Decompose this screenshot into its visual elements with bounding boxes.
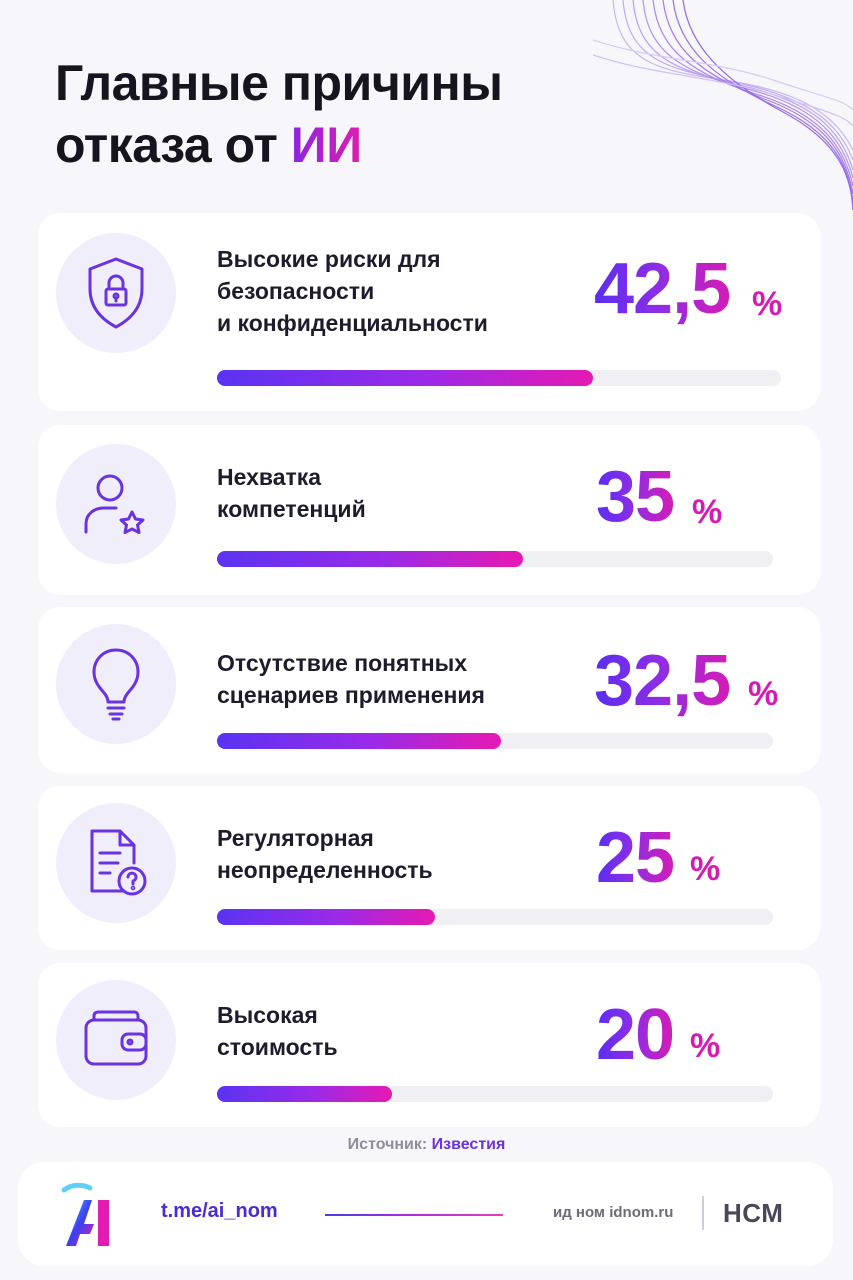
title-accent: ИИ [290, 117, 362, 173]
reason-label-line: безопасности [217, 278, 375, 304]
reason-label: Регуляторная неопределенность [217, 822, 433, 886]
reason-label: Высокие риски для безопасности и конфиде… [217, 243, 488, 339]
progress-track [217, 909, 773, 925]
progress-fill [217, 733, 501, 749]
reason-label: Нехватка компетенций [217, 461, 366, 525]
footer-divider-line [325, 1214, 503, 1216]
reason-label-line: Отсутствие понятных [217, 650, 468, 676]
icon-circle [56, 980, 176, 1100]
reason-value: 20 [596, 995, 675, 1075]
icon-circle [56, 624, 176, 744]
source-name: Известия [431, 1136, 506, 1153]
title-line-2: отказа от [55, 117, 291, 173]
reason-label-line: и конфиденциальности [217, 310, 488, 336]
decorative-waves [593, 0, 853, 210]
progress-fill [217, 551, 523, 567]
reason-card-scenarios: Отсутствие понятных сценариев применения… [38, 607, 820, 773]
percent-sign: % [692, 493, 723, 531]
reason-value: 32,5 [594, 641, 731, 721]
reason-card-regulation: Регуляторная неопределенность 25 % [38, 786, 820, 950]
footer-bar: t.me/ai_nom ид ном idnom.ru НСМ [18, 1162, 833, 1266]
reason-label-line: Нехватка [217, 464, 322, 490]
vertical-divider [702, 1196, 704, 1230]
page-title: Главные причины отказа от ИИ [55, 52, 503, 176]
source-prefix: Источник: [347, 1136, 428, 1153]
channel-link[interactable]: t.me/ai_nom [161, 1200, 278, 1222]
progress-fill [217, 909, 436, 925]
source-line: Источник: Известия [0, 1136, 853, 1154]
progress-track [217, 551, 773, 567]
wallet-icon [84, 1010, 148, 1066]
reason-label-line: Регуляторная [217, 825, 374, 851]
progress-fill [217, 370, 594, 386]
lightbulb-icon [92, 648, 140, 721]
user-star-icon [84, 474, 145, 534]
reason-label-line: компетенций [217, 496, 366, 522]
reason-label-line: Высокие риски для [217, 246, 441, 272]
progress-track [217, 370, 781, 386]
percent-sign: % [752, 285, 783, 323]
brand-logo: НСМ [723, 1198, 784, 1228]
reason-value: 25 [596, 818, 675, 898]
reason-value: 42,5 [594, 249, 731, 329]
shield-lock-icon [88, 257, 144, 329]
reason-value: 35 [596, 457, 675, 537]
reason-label-line: неопределенность [217, 857, 433, 883]
reason-card-cost: Высокая стоимость 20 % [38, 963, 820, 1127]
reason-label: Высокая стоимость [217, 999, 338, 1063]
document-question-icon [90, 829, 147, 896]
percent-sign: % [748, 675, 779, 713]
title-line-1: Главные причины [55, 55, 503, 111]
reason-label: Отсутствие понятных сценариев применения [217, 647, 485, 711]
progress-track [217, 733, 773, 749]
progress-fill [217, 1086, 392, 1102]
reason-card-competencies: Нехватка компетенций 35 % [38, 425, 820, 595]
percent-sign: % [690, 850, 721, 888]
icon-circle [56, 233, 176, 353]
icon-circle [56, 803, 176, 923]
ai-logo-icon [61, 1182, 109, 1246]
reason-label-line: сценариев применения [217, 682, 485, 708]
reason-label-line: Высокая [217, 1002, 318, 1028]
reason-card-security: Высокие риски для безопасности и конфиде… [38, 213, 820, 411]
reason-label-line: стоимость [217, 1034, 338, 1060]
partner-label: ид ном idnom.ru [553, 1204, 674, 1221]
icon-circle [56, 444, 176, 564]
percent-sign: % [690, 1027, 721, 1065]
progress-track [217, 1086, 773, 1102]
